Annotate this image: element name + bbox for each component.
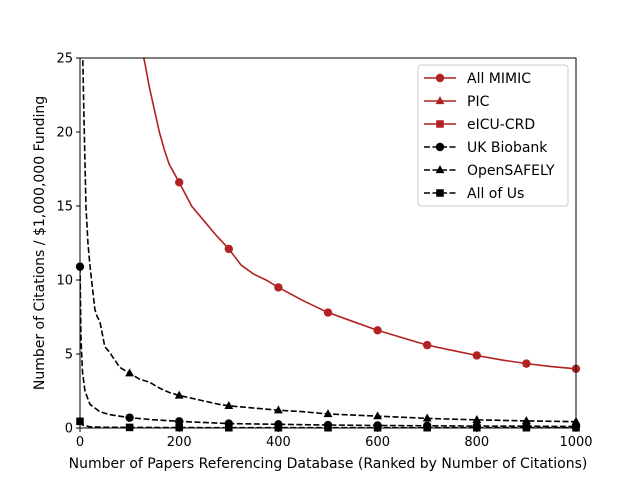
legend-marker-opensafely bbox=[435, 165, 445, 174]
data-point-opensafely bbox=[422, 413, 432, 422]
plot-frame bbox=[79, 57, 577, 429]
x-tick-label: 400 bbox=[266, 435, 291, 450]
data-point-all-mimic bbox=[323, 308, 333, 317]
data-point-opensafely bbox=[224, 400, 234, 409]
legend-label-eicu-crd: eICU-CRD bbox=[467, 117, 535, 133]
series-line-opensafely bbox=[81, 58, 576, 423]
data-point-opensafely bbox=[472, 415, 482, 424]
data-point-opensafely bbox=[323, 409, 333, 418]
data-point-all-mimic bbox=[522, 359, 531, 368]
data-point-opensafely bbox=[373, 411, 383, 420]
x-axis-ticks: 0 200 400 600 800 1000 bbox=[76, 428, 593, 450]
data-point-all-mimic bbox=[274, 283, 283, 292]
data-point-opensafely bbox=[174, 390, 184, 399]
x-tick-label: 0 bbox=[76, 435, 84, 450]
data-point-uk-biobank bbox=[125, 413, 134, 422]
data-point-all-mimic bbox=[175, 178, 184, 187]
data-point-opensafely bbox=[521, 416, 531, 425]
x-axis-label: Number of Papers Referencing Database (R… bbox=[69, 456, 588, 472]
legend-marker-all-mimic bbox=[435, 73, 445, 83]
x-tick-label: 800 bbox=[464, 435, 489, 450]
y-tick-label: 15 bbox=[56, 200, 73, 215]
data-point-all-mimic bbox=[423, 340, 432, 350]
y-tick-label: 10 bbox=[56, 274, 73, 289]
data-point-uk-biobank bbox=[175, 417, 184, 426]
legend-marker-all-of-us bbox=[436, 189, 444, 197]
x-tick-label: 600 bbox=[365, 435, 390, 450]
legend-marker-pic bbox=[435, 96, 445, 105]
data-point-all-mimic bbox=[224, 244, 233, 254]
legend-label-all-mimic: All MIMIC bbox=[467, 71, 531, 87]
legend-label-opensafely: OpenSAFELY bbox=[467, 163, 555, 179]
legend: All MIMIC PIC eICU-CRD UK Biobank OpenSAFELY… bbox=[417, 64, 569, 207]
data-point-all-mimic bbox=[373, 326, 382, 335]
x-tick-label: 1000 bbox=[559, 435, 592, 450]
series-line-all-mimic bbox=[142, 58, 576, 370]
legend-label-all-of-us: All of Us bbox=[467, 186, 524, 202]
data-point-opensafely bbox=[273, 405, 283, 414]
data-point-all-mimic bbox=[472, 351, 481, 360]
y-tick-label: 25 bbox=[56, 52, 73, 67]
legend-marker-uk-biobank bbox=[435, 142, 445, 152]
y-tick-label: 20 bbox=[56, 126, 73, 141]
data-point-opensafely bbox=[125, 368, 135, 377]
legend-marker-eicu-crd bbox=[436, 120, 444, 128]
y-tick-label: 0 bbox=[65, 422, 73, 437]
legend-label-pic: PIC bbox=[467, 94, 490, 110]
data-point-all-of-us bbox=[125, 423, 134, 432]
y-tick-label: 5 bbox=[65, 348, 73, 363]
legend-label-uk-biobank: UK Biobank bbox=[467, 140, 548, 156]
y-axis-label: Number of Citations / $1,000,000 Funding bbox=[32, 96, 48, 390]
y-axis-ticks: 0 5 10 15 20 25 bbox=[56, 52, 80, 437]
x-tick-label: 200 bbox=[167, 435, 192, 450]
